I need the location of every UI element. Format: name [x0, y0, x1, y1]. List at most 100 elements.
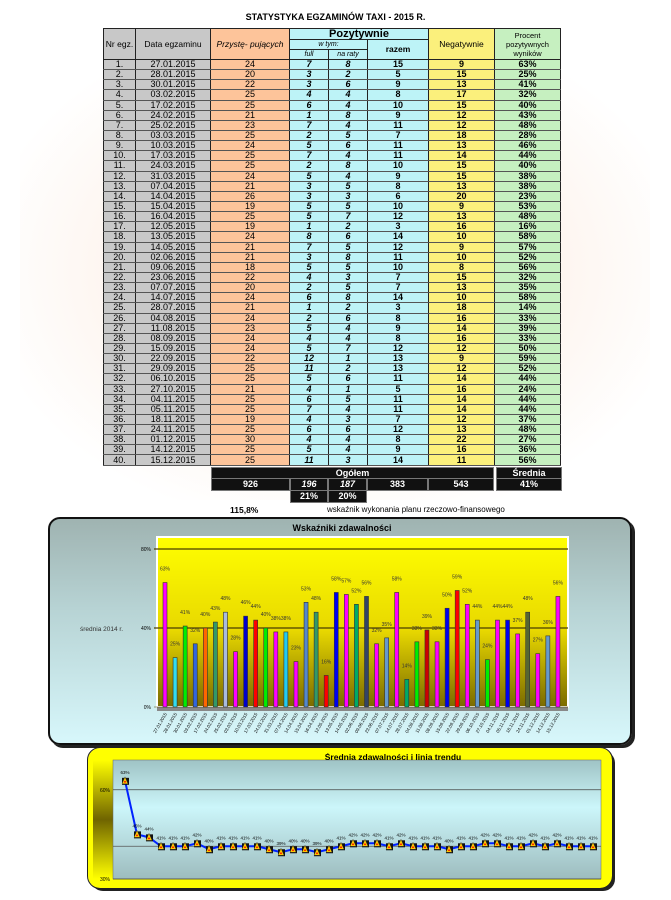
data-label: 39% — [422, 614, 433, 620]
cell-raty: 4 — [328, 322, 368, 334]
data-label: 41% — [180, 835, 189, 840]
cell-razem: 13 — [367, 353, 429, 365]
table-row: 29. 15.09.2015 24 5 7 12 12 50% — [103, 342, 561, 355]
cell-nr: 24. — [103, 292, 136, 304]
table-row: 23. 07.07.2015 20 2 5 7 13 35% — [103, 282, 561, 294]
table-row: 21. 09.06.2015 18 5 5 10 8 56% — [103, 261, 561, 273]
cell-date: 15.04.2015 — [135, 200, 211, 213]
cell-raty: 8 — [328, 251, 368, 263]
data-point-dot — [424, 846, 426, 849]
data-label: 43% — [210, 606, 221, 612]
data-label: 36% — [543, 620, 554, 626]
cell-neg: 10 — [428, 231, 495, 243]
data-label: 41% — [576, 835, 585, 840]
cell-date: 28.01.2015 — [135, 69, 211, 81]
data-point-dot — [136, 834, 138, 837]
cell-neg: 16 — [428, 312, 495, 324]
col-nr: Nr egz. — [103, 28, 136, 60]
data-point-dot — [148, 837, 150, 840]
data-point — [181, 841, 189, 850]
data-point-dot — [376, 843, 378, 846]
cell-full: 7 — [289, 119, 329, 131]
cell-full: 11 — [289, 454, 329, 466]
table-row: 38. 01.12.2015 30 4 4 8 22 27% — [103, 434, 561, 446]
cell-przyst: 24 — [210, 170, 290, 182]
cell-full: 2 — [289, 282, 329, 294]
data-point — [469, 841, 477, 850]
data-label: 52% — [462, 588, 473, 594]
cell-przyst: 21 — [210, 109, 290, 121]
bar — [495, 619, 500, 708]
cell-przyst: 24 — [210, 312, 290, 324]
data-point — [253, 841, 261, 850]
cell-nr: 22. — [103, 271, 136, 284]
cell-date: 08.09.2015 — [135, 332, 211, 344]
data-label: 41% — [408, 835, 417, 840]
cell-przyst: 24 — [210, 292, 290, 304]
cell-date: 17.02.2015 — [135, 99, 211, 111]
cell-pct: 58% — [494, 292, 561, 304]
bar — [162, 582, 168, 708]
data-label: 41% — [336, 835, 345, 840]
data-point-dot — [460, 846, 462, 849]
cell-razem: 9 — [367, 109, 429, 121]
data-label: 40% — [324, 838, 333, 843]
data-point-dot — [484, 843, 486, 846]
col-wtym: w tym: — [289, 39, 368, 50]
cell-razem: 7 — [367, 129, 429, 142]
bar — [354, 604, 359, 708]
data-point-dot — [304, 849, 306, 852]
cell-neg: 20 — [428, 190, 495, 202]
cell-date: 24.11.2015 — [135, 424, 211, 436]
cell-nr: 17. — [103, 221, 136, 233]
cell-raty: 3 — [328, 413, 368, 426]
cell-przyst: 24 — [210, 140, 290, 152]
cell-przyst: 25 — [210, 150, 290, 162]
cell-razem: 12 — [367, 211, 429, 223]
cell-neg: 14 — [428, 322, 495, 334]
cell-date: 14.07.2015 — [135, 292, 211, 304]
total-przyst: 926 — [211, 478, 290, 491]
cell-neg: 15 — [428, 160, 495, 172]
cell-pct: 40% — [494, 160, 561, 172]
cell-nr: 15. — [103, 200, 136, 213]
cell-neg: 13 — [428, 282, 495, 294]
cell-pct: 52% — [494, 251, 561, 263]
data-point-dot — [352, 843, 354, 846]
chart-title: Średnia zdawalności i linia trendu — [325, 753, 462, 762]
table-row: 34. 04.11.2015 25 6 5 11 14 44% — [103, 393, 561, 405]
data-point-dot — [400, 843, 402, 846]
table-row: 5. 17.02.2015 25 6 4 10 15 40% — [103, 99, 561, 111]
data-point — [277, 847, 285, 856]
cell-nr: 14. — [103, 190, 136, 202]
cell-pct: 28% — [494, 129, 561, 142]
cell-nr: 7. — [103, 119, 136, 131]
data-label: 14% — [402, 663, 413, 669]
data-point — [193, 838, 201, 847]
cell-neg: 16 — [428, 221, 495, 233]
data-point-dot — [196, 843, 198, 846]
bar — [333, 592, 339, 708]
cell-nr: 12. — [103, 170, 136, 182]
cell-razem: 7 — [367, 282, 429, 294]
cell-date: 29.09.2015 — [135, 363, 211, 375]
bar — [424, 629, 430, 708]
bar — [323, 675, 329, 708]
bar — [303, 602, 309, 708]
cell-nr: 1. — [103, 58, 136, 71]
data-label: 32% — [372, 628, 383, 634]
data-label: 44% — [472, 604, 483, 610]
cell-full: 5 — [289, 140, 329, 152]
data-label: 41% — [384, 835, 393, 840]
data-point-dot — [316, 852, 318, 855]
data-point-dot — [340, 846, 342, 849]
bar — [515, 633, 520, 708]
cell-nr: 13. — [103, 180, 136, 192]
cell-date: 13.05.2015 — [135, 231, 211, 243]
cell-razem: 12 — [367, 241, 429, 253]
cell-pct: 53% — [494, 200, 561, 213]
col-razem: razem — [367, 39, 429, 60]
cell-nr: 25. — [103, 302, 136, 314]
cell-full: 4 — [289, 89, 329, 101]
cell-neg: 14 — [428, 403, 495, 415]
